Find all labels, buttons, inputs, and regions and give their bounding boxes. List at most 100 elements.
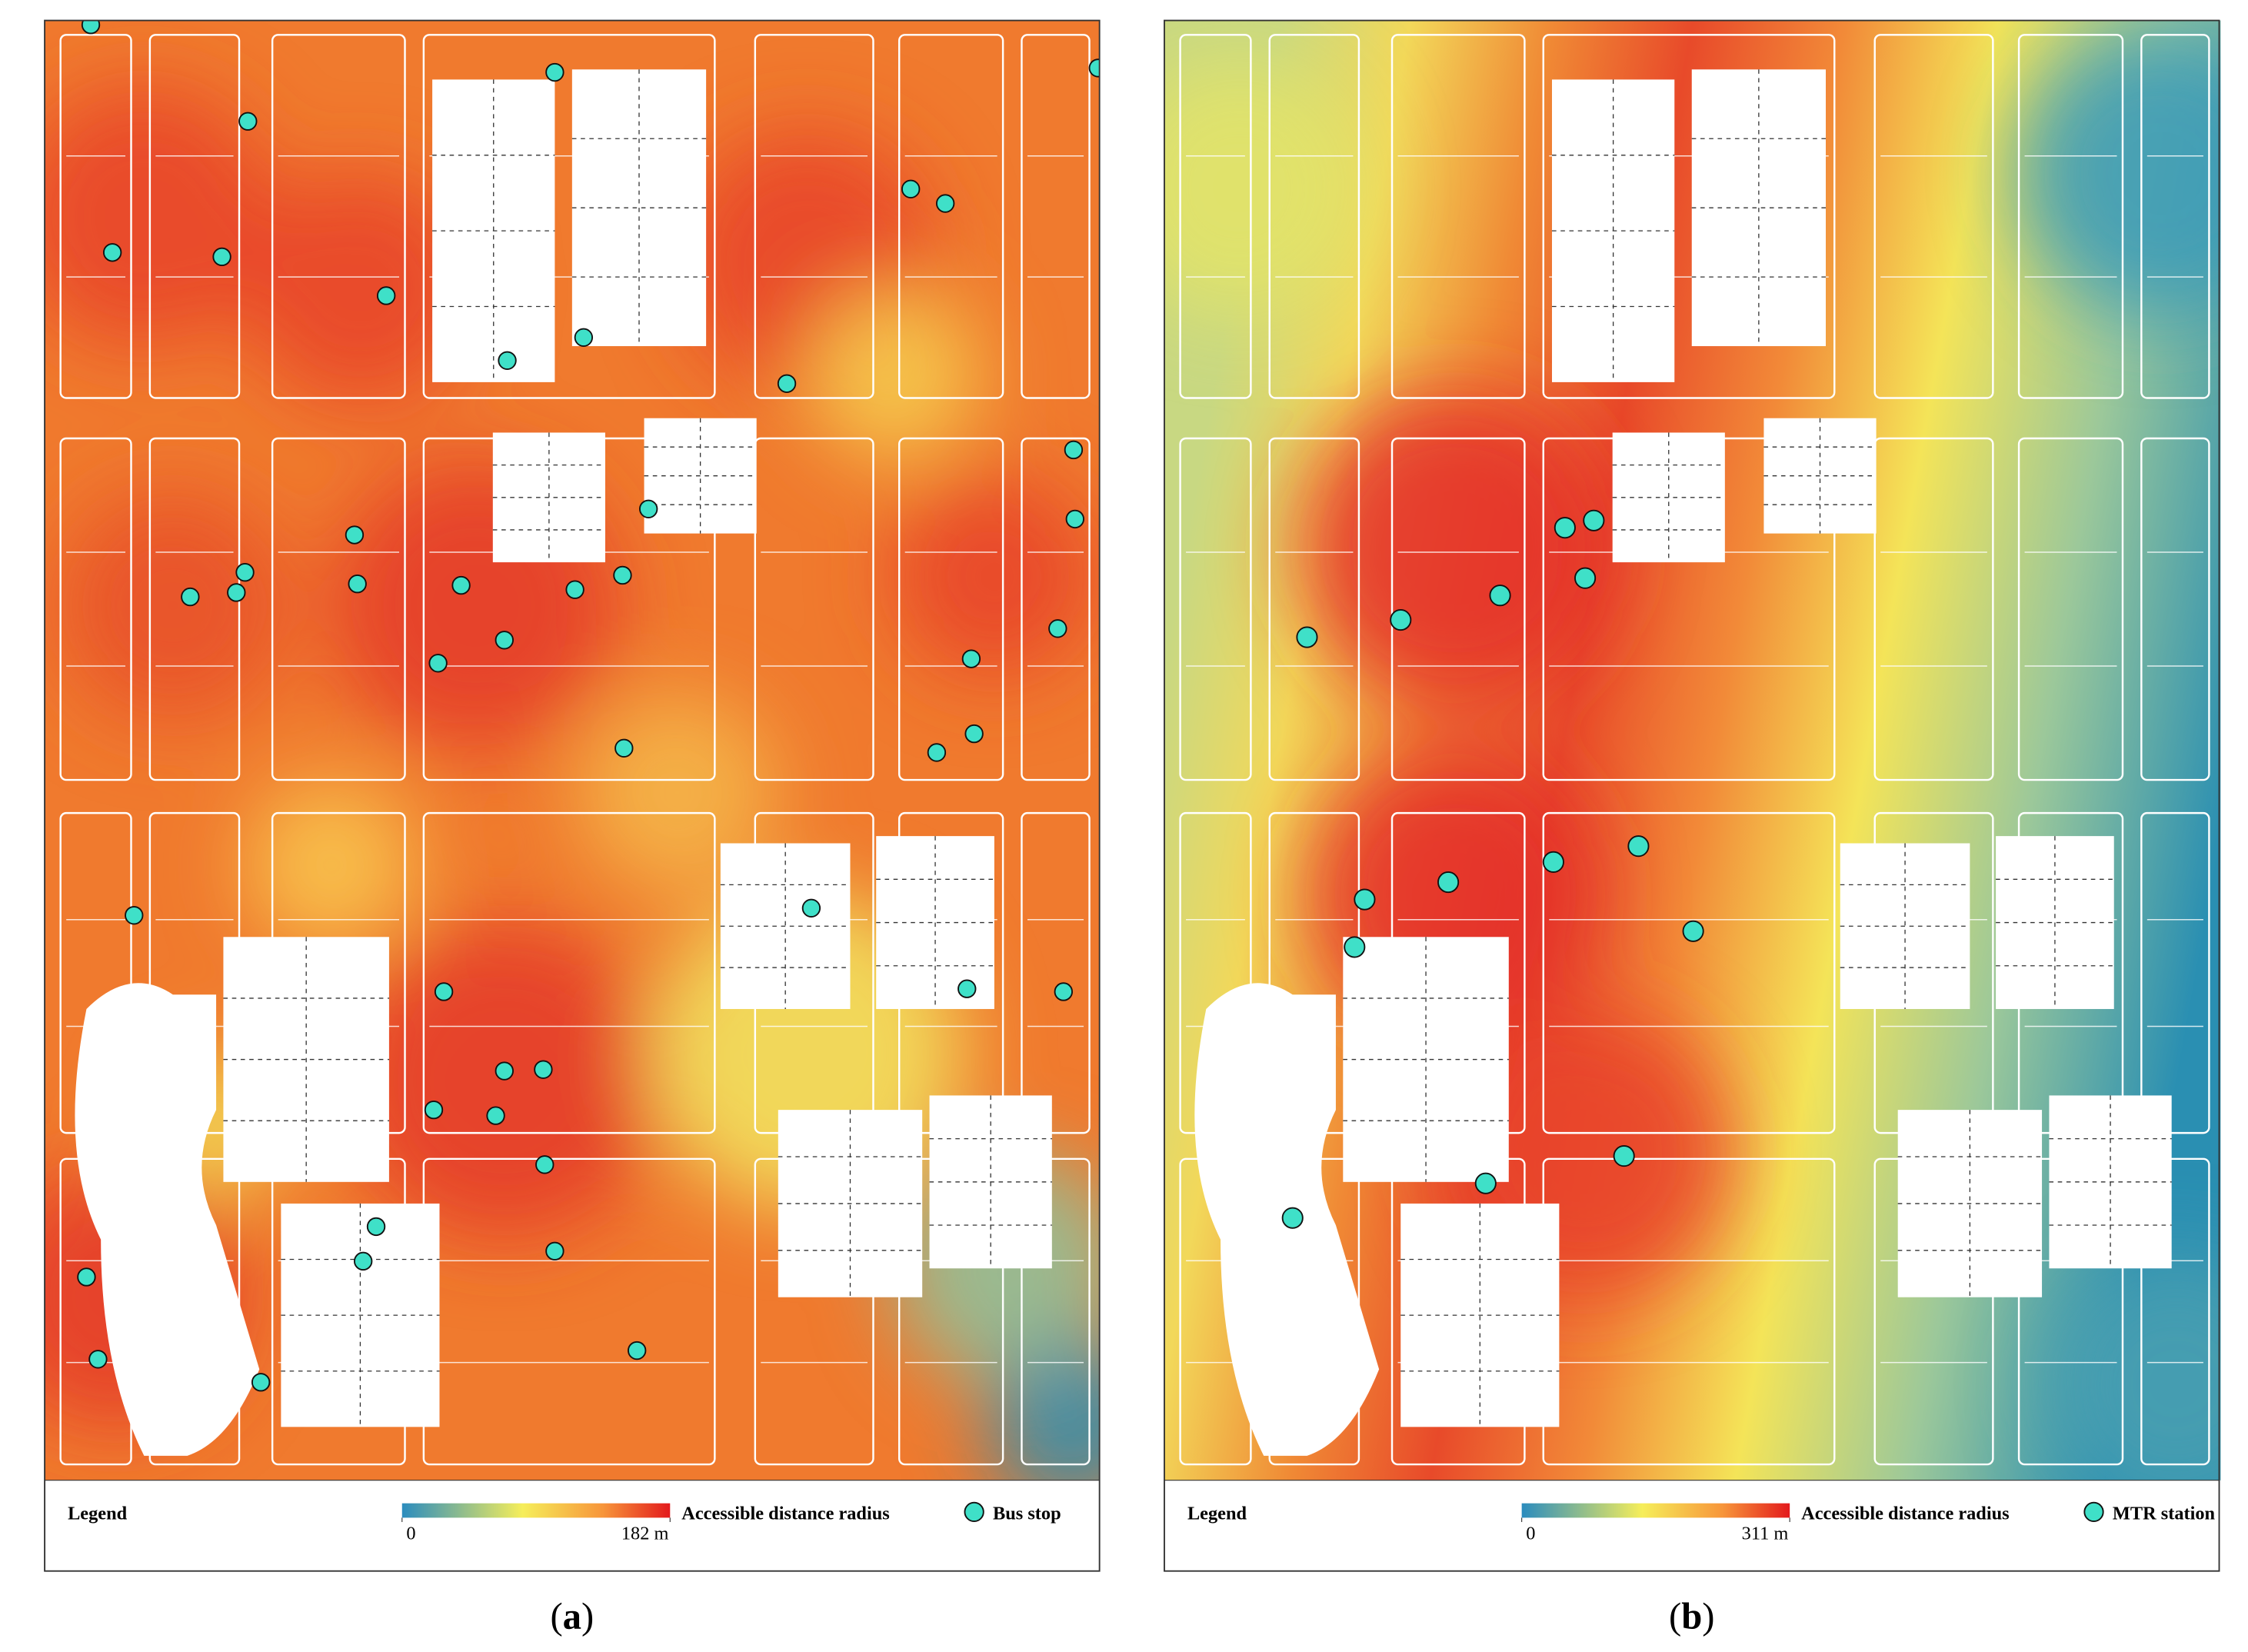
point-label: Bus stop bbox=[993, 1503, 1061, 1524]
street-block bbox=[1021, 34, 1091, 399]
station-point bbox=[1088, 58, 1100, 78]
station-point bbox=[376, 286, 396, 305]
heat-blob bbox=[807, 288, 981, 461]
street-block bbox=[59, 437, 132, 781]
station-point bbox=[486, 1106, 505, 1125]
street-block bbox=[2140, 811, 2210, 1134]
station-point bbox=[212, 247, 231, 267]
street-block bbox=[2140, 437, 2210, 781]
station-point bbox=[1474, 1172, 1497, 1194]
station-point bbox=[238, 112, 258, 131]
heat-blob bbox=[987, 1340, 1100, 1480]
street-block bbox=[422, 34, 716, 399]
station-point bbox=[1048, 619, 1067, 638]
street-block bbox=[754, 437, 874, 781]
station-point bbox=[227, 583, 246, 602]
street-block bbox=[2140, 1157, 2210, 1466]
void-blob bbox=[75, 983, 260, 1456]
station-point bbox=[1065, 509, 1084, 529]
station-point bbox=[534, 1060, 553, 1079]
station-point bbox=[77, 1267, 96, 1287]
heat-blob bbox=[2046, 1254, 2221, 1480]
station-point bbox=[1574, 567, 1597, 589]
scale-bar bbox=[401, 1503, 671, 1518]
caption-open: ( bbox=[1669, 1596, 1681, 1637]
station-point bbox=[181, 587, 200, 607]
street-block bbox=[1268, 437, 1360, 781]
caption-close: ) bbox=[581, 1596, 594, 1637]
scale-label: Accessible distance radius bbox=[681, 1503, 889, 1524]
street-block bbox=[148, 34, 241, 399]
street-block bbox=[1873, 437, 1994, 781]
station-point bbox=[495, 631, 514, 650]
station-point bbox=[81, 20, 101, 35]
street-block bbox=[1542, 34, 1836, 399]
street-block bbox=[1179, 437, 1252, 781]
station-point bbox=[1583, 509, 1605, 531]
station-point bbox=[1064, 440, 1084, 460]
station-point bbox=[1542, 851, 1564, 873]
heat-blob bbox=[245, 173, 476, 405]
station-point bbox=[1613, 1145, 1635, 1167]
street-block bbox=[422, 811, 716, 1134]
scale-tick-label: 0 bbox=[1526, 1523, 1535, 1544]
heat-blob bbox=[2017, 28, 2221, 318]
station-point bbox=[1390, 609, 1412, 631]
station-point bbox=[1437, 871, 1460, 894]
station-point bbox=[545, 62, 564, 82]
heat-blob bbox=[245, 778, 418, 952]
heat-blobs bbox=[1164, 28, 2221, 1480]
station-point bbox=[1489, 585, 1511, 607]
station-point bbox=[1296, 626, 1318, 648]
map bbox=[45, 20, 1100, 1480]
station-point bbox=[565, 580, 584, 599]
point-label: MTR station bbox=[2113, 1503, 2216, 1524]
street-block bbox=[1268, 34, 1360, 399]
station-point bbox=[495, 1061, 514, 1081]
map bbox=[1164, 20, 2221, 1480]
map-panel: Legend 0 182 m Accessible distance radius Bu… bbox=[44, 19, 1101, 1637]
station-point bbox=[1354, 888, 1376, 911]
station-point bbox=[1054, 982, 1073, 1001]
caption-letter: a bbox=[563, 1596, 581, 1637]
station-point bbox=[348, 575, 367, 594]
caption-letter: b bbox=[1681, 1596, 1702, 1637]
station-point bbox=[451, 575, 471, 595]
station-point bbox=[498, 351, 517, 370]
street-block bbox=[898, 34, 1004, 399]
legend-title: Legend bbox=[1187, 1503, 1247, 1524]
legend-title: Legend bbox=[68, 1503, 128, 1524]
street-block bbox=[2017, 437, 2124, 781]
station-point bbox=[366, 1217, 386, 1237]
heat-blob bbox=[57, 490, 288, 721]
street-block bbox=[271, 437, 406, 781]
station-point bbox=[88, 1350, 108, 1369]
station-point bbox=[638, 499, 658, 518]
station-point bbox=[545, 1241, 564, 1261]
street-block bbox=[1390, 437, 1526, 781]
scale-label: Accessible distance radius bbox=[1801, 1503, 2009, 1524]
station-point bbox=[235, 563, 255, 582]
street-block bbox=[1021, 811, 1091, 1134]
panel-frame bbox=[1164, 19, 2220, 1572]
heat-blob bbox=[45, 86, 274, 347]
station-point bbox=[424, 1100, 444, 1120]
street-block bbox=[2017, 34, 2124, 399]
street-block bbox=[1873, 34, 1994, 399]
station-point bbox=[434, 982, 454, 1001]
legend-point bbox=[2083, 1501, 2104, 1523]
station-point bbox=[345, 525, 365, 545]
scale-tick-label: 0 bbox=[406, 1523, 415, 1544]
station-point bbox=[1344, 936, 1366, 958]
station-point bbox=[957, 979, 977, 998]
station-point bbox=[927, 743, 947, 762]
street-block bbox=[271, 34, 406, 399]
scale-tick-label: 311 m bbox=[1742, 1523, 1789, 1544]
street-block bbox=[148, 437, 241, 781]
station-point bbox=[535, 1155, 555, 1174]
street-block bbox=[59, 34, 132, 399]
station-point bbox=[613, 565, 632, 585]
legend-point bbox=[964, 1501, 984, 1523]
station-point bbox=[961, 649, 981, 668]
